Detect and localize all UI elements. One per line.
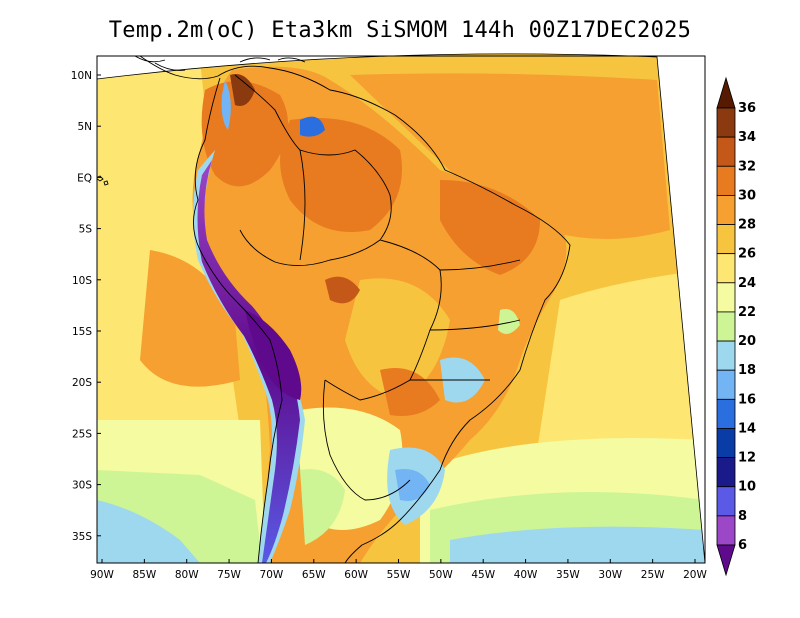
temperature-field <box>97 53 705 563</box>
lon-tick-label: 90W <box>90 569 114 581</box>
field-pacific-corner <box>97 500 200 563</box>
colorbar-label: 16 <box>738 392 756 407</box>
axis-ticks <box>97 74 696 563</box>
pacific-coastline <box>193 77 283 563</box>
field-pacific-warm-patch <box>140 250 240 387</box>
colorbar-label: 18 <box>738 363 756 378</box>
lon-tick-label: 35W <box>556 569 580 581</box>
lon-tick-label: 25W <box>641 569 665 581</box>
colorbar-label: 28 <box>738 218 756 233</box>
field-hotspot-amazon-north <box>280 118 402 232</box>
lat-tick-label: 5N <box>77 121 92 133</box>
lon-tick-label: 75W <box>217 569 241 581</box>
state-borders <box>299 149 521 381</box>
colorbar-swatch <box>716 369 736 400</box>
colorbar-swatch <box>716 224 736 255</box>
colorbar-min-arrow <box>716 544 736 577</box>
lat-tick-label: 5S <box>79 224 93 236</box>
lon-tick-label: 60W <box>344 569 368 581</box>
lon-tick-label: 80W <box>175 569 199 581</box>
field-atlantic-corner <box>450 526 705 563</box>
atlantic-coastline <box>139 56 571 563</box>
lon-tick-label: 70W <box>260 569 284 581</box>
plot-frame <box>96 55 706 564</box>
field-hotspot-northeast <box>440 180 540 275</box>
lat-tick-label: 20S <box>72 377 92 389</box>
lon-tick-label: 20W <box>683 569 707 581</box>
colorbar-swatch <box>716 340 736 371</box>
lon-tick-label: 65W <box>302 569 326 581</box>
colorbar-label: 24 <box>738 276 756 291</box>
colorbar-label: 26 <box>738 247 756 262</box>
border-north <box>234 74 392 266</box>
colorbar-label: 36 <box>738 101 756 116</box>
latitude-labels: 10N 5N EQ 5S 10S 15S 20S 25S 30S 35S <box>71 70 93 543</box>
colorbar-label: 20 <box>738 334 756 349</box>
lat-tick-label: 30S <box>72 480 92 492</box>
colorbar-swatch <box>716 107 736 138</box>
lon-tick-label: 85W <box>132 569 156 581</box>
lon-tick-label: 50W <box>429 569 453 581</box>
lat-tick-label: 35S <box>72 531 92 543</box>
lat-tick-label: EQ <box>77 172 92 184</box>
colorbar-swatch <box>716 136 736 167</box>
field-pampa-cool <box>300 469 345 545</box>
lat-tick-label: 25S <box>72 428 92 440</box>
colorbar-swatch <box>716 457 736 488</box>
field-hotspot-maracaibo <box>230 74 255 106</box>
colorbar-swatch <box>716 253 736 284</box>
map-title: Temp.2m(oC) Eta3km SiSMOM 144h 00Z17DEC2… <box>108 18 692 43</box>
field-guiana-highland <box>300 116 325 137</box>
colorbar-swatch <box>716 194 736 225</box>
colorbar-label: 32 <box>738 159 756 174</box>
colorbar-label: 14 <box>738 421 756 436</box>
colorbar: 36 34 32 30 28 26 24 22 20 18 16 14 12 10 8 6 <box>716 76 756 577</box>
colorbar-max-arrow <box>716 76 736 109</box>
field-hotspot-bolivia <box>325 276 360 304</box>
colorbar-label: 6 <box>738 538 747 553</box>
colorbar-swatch <box>716 398 736 429</box>
lat-tick-label: 15S <box>72 326 92 338</box>
colorbar-label: 8 <box>738 509 747 524</box>
colorbar-swatch <box>716 282 736 313</box>
field-minas <box>498 309 520 334</box>
lon-tick-label: 40W <box>514 569 538 581</box>
colorbar-label: 10 <box>738 480 756 495</box>
lat-tick-label: 10S <box>72 275 92 287</box>
field-andes-north <box>221 80 231 130</box>
lat-tick-label: 10N <box>71 70 92 82</box>
field-central-brazil <box>345 278 450 400</box>
coastlines-borders <box>97 56 571 563</box>
field-south-brazil-cold <box>395 469 430 501</box>
colorbar-swatch <box>716 515 736 546</box>
colorbar-swatch <box>716 311 736 342</box>
colorbar-label: 30 <box>738 188 756 203</box>
border-south <box>322 379 411 501</box>
colorbar-label: 34 <box>738 130 756 145</box>
field-altiplano <box>245 310 302 400</box>
longitude-labels: 90W 85W 80W 75W 70W 65W 60W 55W 50W 45W 40W 35W 30W 2… <box>90 569 707 581</box>
galapagos <box>97 175 109 186</box>
lon-tick-label: 30W <box>598 569 622 581</box>
border-central <box>324 239 442 401</box>
colorbar-swatch <box>716 428 736 459</box>
caribbean-coast <box>134 56 306 71</box>
colorbar-swatch <box>716 486 736 517</box>
lon-tick-label: 45W <box>471 569 495 581</box>
lon-tick-label: 55W <box>387 569 411 581</box>
colorbar-label: 12 <box>738 451 756 466</box>
colorbar-label: 22 <box>738 305 756 320</box>
colorbar-swatch <box>716 165 736 196</box>
field-atlantic-equatorial <box>350 73 670 239</box>
